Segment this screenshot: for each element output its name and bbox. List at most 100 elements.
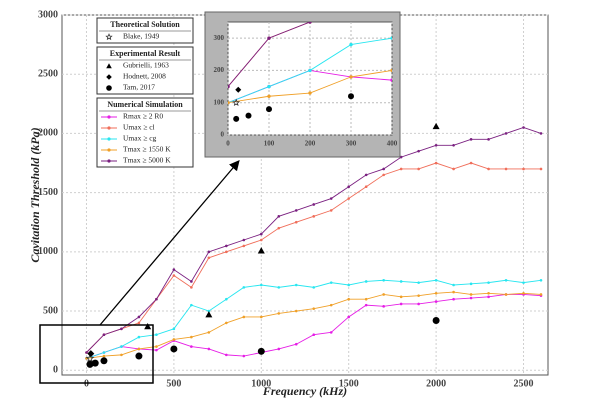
experimental-point [432,122,440,130]
experimental-point [86,360,94,368]
experimental-point [432,317,440,325]
series-point [207,309,211,313]
series-point [225,250,228,254]
series-point [382,278,385,282]
series-point [452,283,455,287]
experimental-point [266,106,272,113]
series-point [225,353,228,357]
series-point [539,278,543,282]
series-point [207,331,211,334]
series-point [364,173,368,177]
series-point [277,347,281,351]
series-point [329,209,333,212]
inset-plot: 0 100 200 300 400 0 100 200 300 [214,4,398,148]
series-point [399,295,403,299]
series-point [294,209,298,212]
series-point [228,84,230,89]
series-point [172,338,176,341]
series-point [207,347,211,351]
series-point [434,300,438,303]
legend: Theoretical Solution Blake, 1949 Experimen… [96,17,194,168]
series-point [349,4,352,7]
series-point [267,94,271,98]
series-point [469,296,473,300]
y-tick-label: 1000 [38,246,58,257]
zoom-arrow [99,160,240,326]
x-tick-label: 500 [166,378,181,389]
series-point [137,347,141,351]
series-point [434,143,438,147]
x-tick-label: 0 [84,378,89,389]
x-tick-label: 1000 [251,378,271,389]
y-tick-label: 200 [214,66,225,74]
y-tick-label: 0 [53,365,58,376]
series-point [417,294,420,297]
series-point [504,167,508,171]
series-point [349,75,353,79]
experimental-point [245,112,252,119]
series-point [294,283,298,287]
series-point [242,354,246,358]
experimental-point [170,345,178,353]
legend-entry: Blake, 1949 [123,32,159,41]
x-tick-label: 100 [264,140,275,148]
legend-title: Numerical Simulation [107,100,183,109]
series-point [190,303,193,307]
series-point [277,226,281,230]
x-tick-label: 2500 [514,378,534,389]
x-tick-label: 0 [226,140,230,148]
legend-marker [107,126,111,130]
x-tick-label: 200 [305,140,316,148]
series-point [294,220,298,224]
series-point [120,345,123,348]
legend-entry: Hodnett, 2008 [123,72,166,81]
series-point [277,312,281,315]
series-point [382,173,385,177]
series-point [120,353,123,357]
series-point [504,278,508,282]
series-point [417,302,420,306]
series-point [102,351,106,354]
legend-entry: Tmax ≥ 1550 K [123,145,171,154]
legend-marker [106,85,112,91]
series-point [308,22,312,24]
series-point [539,293,543,296]
series-point [155,345,158,348]
series-point [399,167,403,171]
series-point [390,36,392,40]
legend-marker [107,148,111,152]
series-point [364,297,368,301]
series-point [469,161,473,165]
series-point [259,238,263,242]
legend-entry: Gubrielli, 1963 [123,61,169,70]
series-point [312,307,316,310]
series-point [399,155,403,159]
series-point [347,297,351,301]
series-point [267,36,271,40]
series-point [382,167,385,171]
series-point [155,348,158,352]
y-tick-label: 2000 [38,128,58,139]
series-point [312,215,316,218]
legend-entry: Tmax ≥ 5000 K [123,156,171,165]
legend-marker [107,115,111,119]
series-point [137,315,141,319]
experimental-point [85,353,95,363]
legend-box [96,97,194,168]
series-point [190,345,193,348]
x-tick-label: 300 [346,140,357,148]
experimental-point [235,86,242,93]
series-point [539,167,543,171]
series-point [190,286,193,289]
series-point [85,351,88,354]
series-point [417,149,420,153]
y-tick-label: 100 [214,98,225,106]
series-point [522,167,525,171]
series-point [312,203,316,206]
series-point [417,281,420,284]
series-point [487,291,490,295]
experimental-point [348,93,354,100]
series-point [399,280,403,283]
y-axis-label: Cavitation Threshold (kPa) [28,127,42,262]
experimental-point [144,322,152,330]
